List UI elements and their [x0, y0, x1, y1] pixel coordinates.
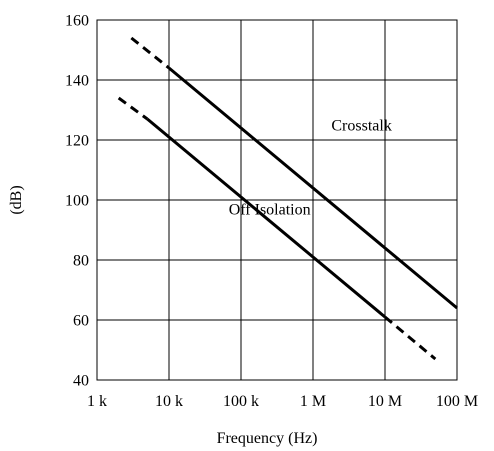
series-lines — [117, 36, 458, 361]
series-off-isolation — [117, 96, 437, 361]
x-tick-label: 100 M — [436, 393, 478, 410]
y-tick-label: 80 — [73, 253, 89, 270]
series-line-dashed — [117, 96, 149, 121]
x-axis-title: Frequency (Hz) — [217, 430, 318, 447]
x-tick-label: 10 k — [155, 393, 183, 410]
y-tick-label: 40 — [73, 373, 89, 390]
x-tick-label: 1 k — [87, 393, 107, 410]
y-tick-label: 160 — [65, 13, 89, 30]
grid — [96, 19, 458, 381]
x-tick-label: 1 M — [300, 393, 326, 410]
series-annotation-label: Crosstalk — [331, 118, 391, 135]
series-line-dashed — [130, 36, 170, 70]
x-tick-label: 10 M — [368, 393, 402, 410]
series-crosstalk — [130, 36, 458, 310]
annotations: Crosstalk Off Isolation — [229, 118, 392, 219]
x-tick-label: 100 k — [223, 393, 259, 410]
tick-labels: 1 k 10 k 100 k 1 M 10 M 100 M 40 60 80 100 120 140 1… — [65, 13, 478, 411]
y-tick-label: 100 — [65, 193, 89, 210]
y-tick-label: 60 — [73, 313, 89, 330]
series-line-solid — [146, 117, 386, 319]
plot-frame — [96, 19, 458, 381]
series-annotation-label: Off Isolation — [229, 202, 311, 219]
y-tick-label: 120 — [65, 133, 89, 150]
y-axis-title: (dB) — [8, 185, 25, 214]
series-line-dashed — [384, 315, 437, 361]
series-line-solid — [168, 66, 458, 310]
y-tick-label: 140 — [65, 73, 89, 90]
